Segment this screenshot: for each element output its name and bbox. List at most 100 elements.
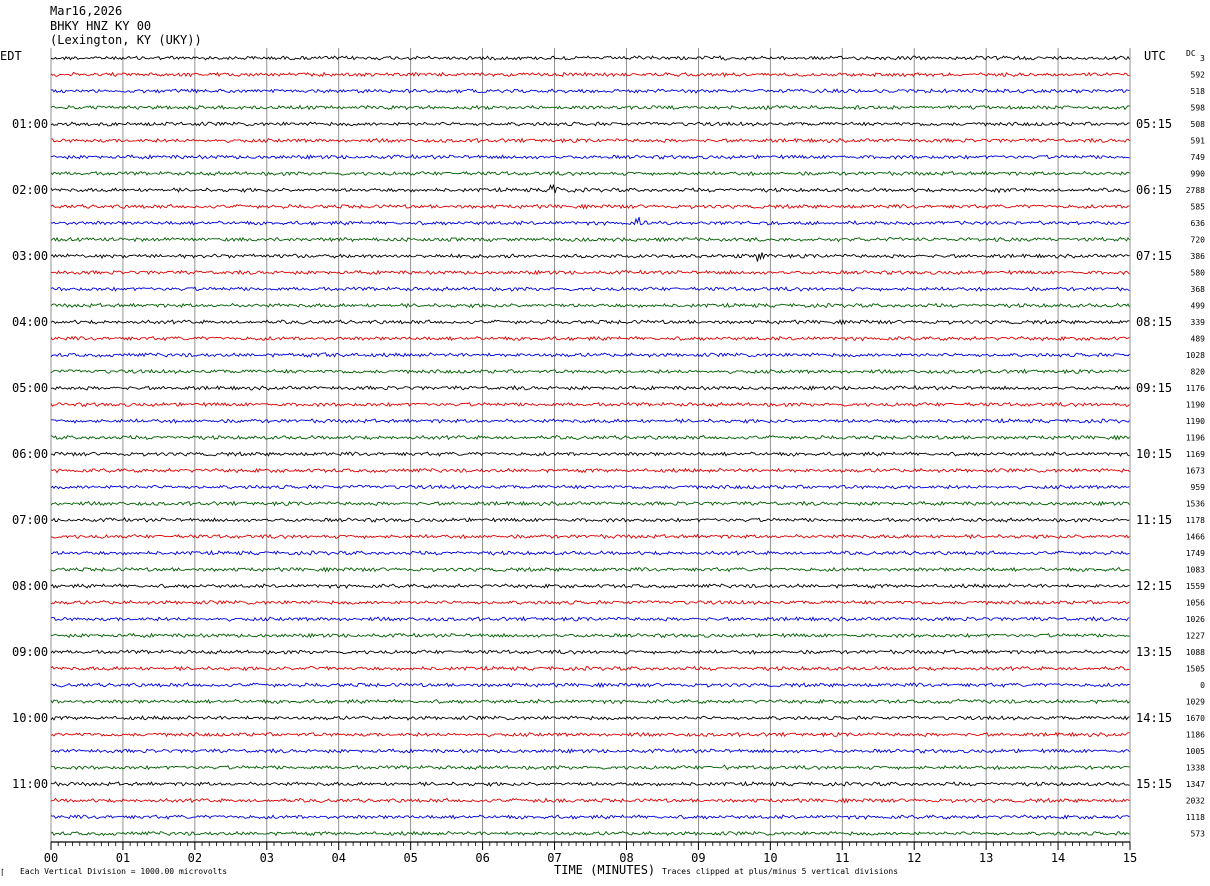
left-time-label: 01:00 xyxy=(12,117,48,131)
dc-offset-label: 1670 xyxy=(1186,714,1205,723)
trace-row-42 xyxy=(51,748,1130,755)
left-time-label: 03:00 xyxy=(12,249,48,263)
trace-row-0 xyxy=(50,55,1130,61)
trace-row-37 xyxy=(50,665,1130,672)
x-tick-label: 02 xyxy=(188,851,202,865)
trace-row-36 xyxy=(50,649,1130,655)
x-tick-label: 01 xyxy=(116,851,130,865)
dc-offset-label: 598 xyxy=(1191,104,1206,113)
trace-row-28 xyxy=(50,517,1130,523)
dc-offset-label: 820 xyxy=(1191,368,1206,377)
dc-offset-label: 585 xyxy=(1191,203,1206,212)
right-time-label: 15:15 xyxy=(1136,777,1172,791)
trace-row-21 xyxy=(50,401,1130,408)
right-time-label: 08:15 xyxy=(1136,315,1172,329)
dc-offset-label: 518 xyxy=(1191,87,1206,96)
trace-row-18 xyxy=(50,352,1130,358)
right-time-label: 09:15 xyxy=(1136,381,1172,395)
trace-row-39 xyxy=(50,698,1130,705)
right-time-label: 11:15 xyxy=(1136,513,1172,527)
right-time-label: 06:15 xyxy=(1136,183,1172,197)
dc-offset-label: 636 xyxy=(1191,219,1206,228)
trace-row-30 xyxy=(50,549,1130,556)
trace-row-33 xyxy=(50,599,1130,606)
trace-row-31 xyxy=(50,566,1130,573)
trace-row-29 xyxy=(51,533,1130,540)
x-axis: 00 01 02 03 04 05 06 07 08 09 10 11 12 13 14 15 xyxy=(44,842,1137,865)
dc-offset-label: 1347 xyxy=(1186,780,1205,789)
trace-row-13 xyxy=(50,269,1130,276)
dc-offset-label: 368 xyxy=(1191,285,1206,294)
scale-note: Each Vertical Division = 1000.00 microvo… xyxy=(20,867,228,876)
left-time-label: 07:00 xyxy=(12,513,48,527)
dc-offset-label: 1536 xyxy=(1186,500,1205,509)
dc-offset-label: 1118 xyxy=(1186,813,1205,822)
trace-row-3 xyxy=(50,104,1130,111)
trace-row-38 xyxy=(50,682,1130,689)
dc-offset-label: 508 xyxy=(1191,120,1206,129)
dc-offset-label: 1169 xyxy=(1186,450,1205,459)
dc-offset-label: 1673 xyxy=(1186,467,1205,476)
grid xyxy=(50,48,1131,843)
trace-row-4 xyxy=(50,121,1130,127)
trace-row-32 xyxy=(50,583,1130,589)
right-timezone-label: UTC xyxy=(1144,49,1166,63)
right-time-label: 05:15 xyxy=(1136,117,1172,131)
left-time-label: 11:00 xyxy=(12,777,48,791)
dc-offset-label: 1190 xyxy=(1186,401,1205,410)
dc-offset-label: 1559 xyxy=(1186,582,1205,591)
dc-offset-label: 1196 xyxy=(1186,434,1205,443)
trace-row-34 xyxy=(50,615,1130,622)
dc-offset-label: 0 xyxy=(1200,681,1205,690)
dc-offset-label: 1026 xyxy=(1186,615,1205,624)
x-axis-label: TIME (MINUTES) xyxy=(554,863,655,877)
dc-offset-label: 573 xyxy=(1191,830,1206,839)
trace-row-25 xyxy=(50,467,1130,474)
dc-offset-label: 1505 xyxy=(1186,665,1205,674)
dc-offset-label: 386 xyxy=(1191,252,1206,261)
left-time-label: 06:00 xyxy=(12,447,48,461)
trace-row-15 xyxy=(50,302,1130,309)
dc-offset-label: 1186 xyxy=(1186,731,1205,740)
station-header: Mar16,2026 BHKY HNZ KY 00 (Lexington, KY… xyxy=(50,4,202,48)
x-tick-label: 10 xyxy=(763,851,777,865)
right-time-label: 12:15 xyxy=(1136,579,1172,593)
left-time-label: 04:00 xyxy=(12,315,48,329)
trace-row-43 xyxy=(50,764,1130,771)
trace-row-8 xyxy=(50,184,1130,194)
dc-offset-label: 580 xyxy=(1191,269,1206,278)
right-time-label: 13:15 xyxy=(1136,645,1172,659)
x-tick-label: 14 xyxy=(1051,851,1065,865)
x-tick-label: 11 xyxy=(835,851,849,865)
dc-offset-label: 1083 xyxy=(1186,566,1205,575)
dc-offset-label: 1338 xyxy=(1186,764,1205,773)
x-tick-label: 07 xyxy=(547,851,561,865)
dc-offset-label: 749 xyxy=(1191,153,1206,162)
left-timezone-label: EDT xyxy=(0,49,22,63)
dc-offset-label: 1190 xyxy=(1186,417,1205,426)
trace-row-1 xyxy=(50,71,1130,78)
x-tick-label: 09 xyxy=(691,851,705,865)
trace-row-40 xyxy=(50,715,1130,721)
trace-row-11 xyxy=(50,236,1130,243)
left-time-label: 10:00 xyxy=(12,711,48,725)
dc-offset-label: 339 xyxy=(1191,318,1206,327)
clip-note: Traces clipped at plus/minus 5 vertical … xyxy=(662,867,899,876)
trace-row-10 xyxy=(50,216,1130,226)
traces xyxy=(50,55,1130,837)
trace-row-35 xyxy=(50,632,1130,639)
channel-label: BHKY HNZ KY 00 xyxy=(50,18,152,33)
x-tick-label: 12 xyxy=(907,851,921,865)
dc-offset-label: 1088 xyxy=(1186,648,1205,657)
trace-row-19 xyxy=(50,368,1130,375)
x-tick-label: 15 xyxy=(1123,851,1137,865)
x-tick-label: 13 xyxy=(979,851,993,865)
dc-offset-label: 1178 xyxy=(1186,516,1205,525)
dc-offset-label: 489 xyxy=(1191,335,1206,344)
dc-offset-label: 1227 xyxy=(1186,632,1205,641)
left-time-labels: 01:00 02:00 03:00 04:00 05:00 06:00 07:00 08:00… xyxy=(12,117,48,791)
trace-row-7 xyxy=(50,170,1130,177)
trace-row-16 xyxy=(50,319,1130,326)
trace-row-14 xyxy=(50,286,1130,292)
trace-row-45 xyxy=(50,797,1130,804)
